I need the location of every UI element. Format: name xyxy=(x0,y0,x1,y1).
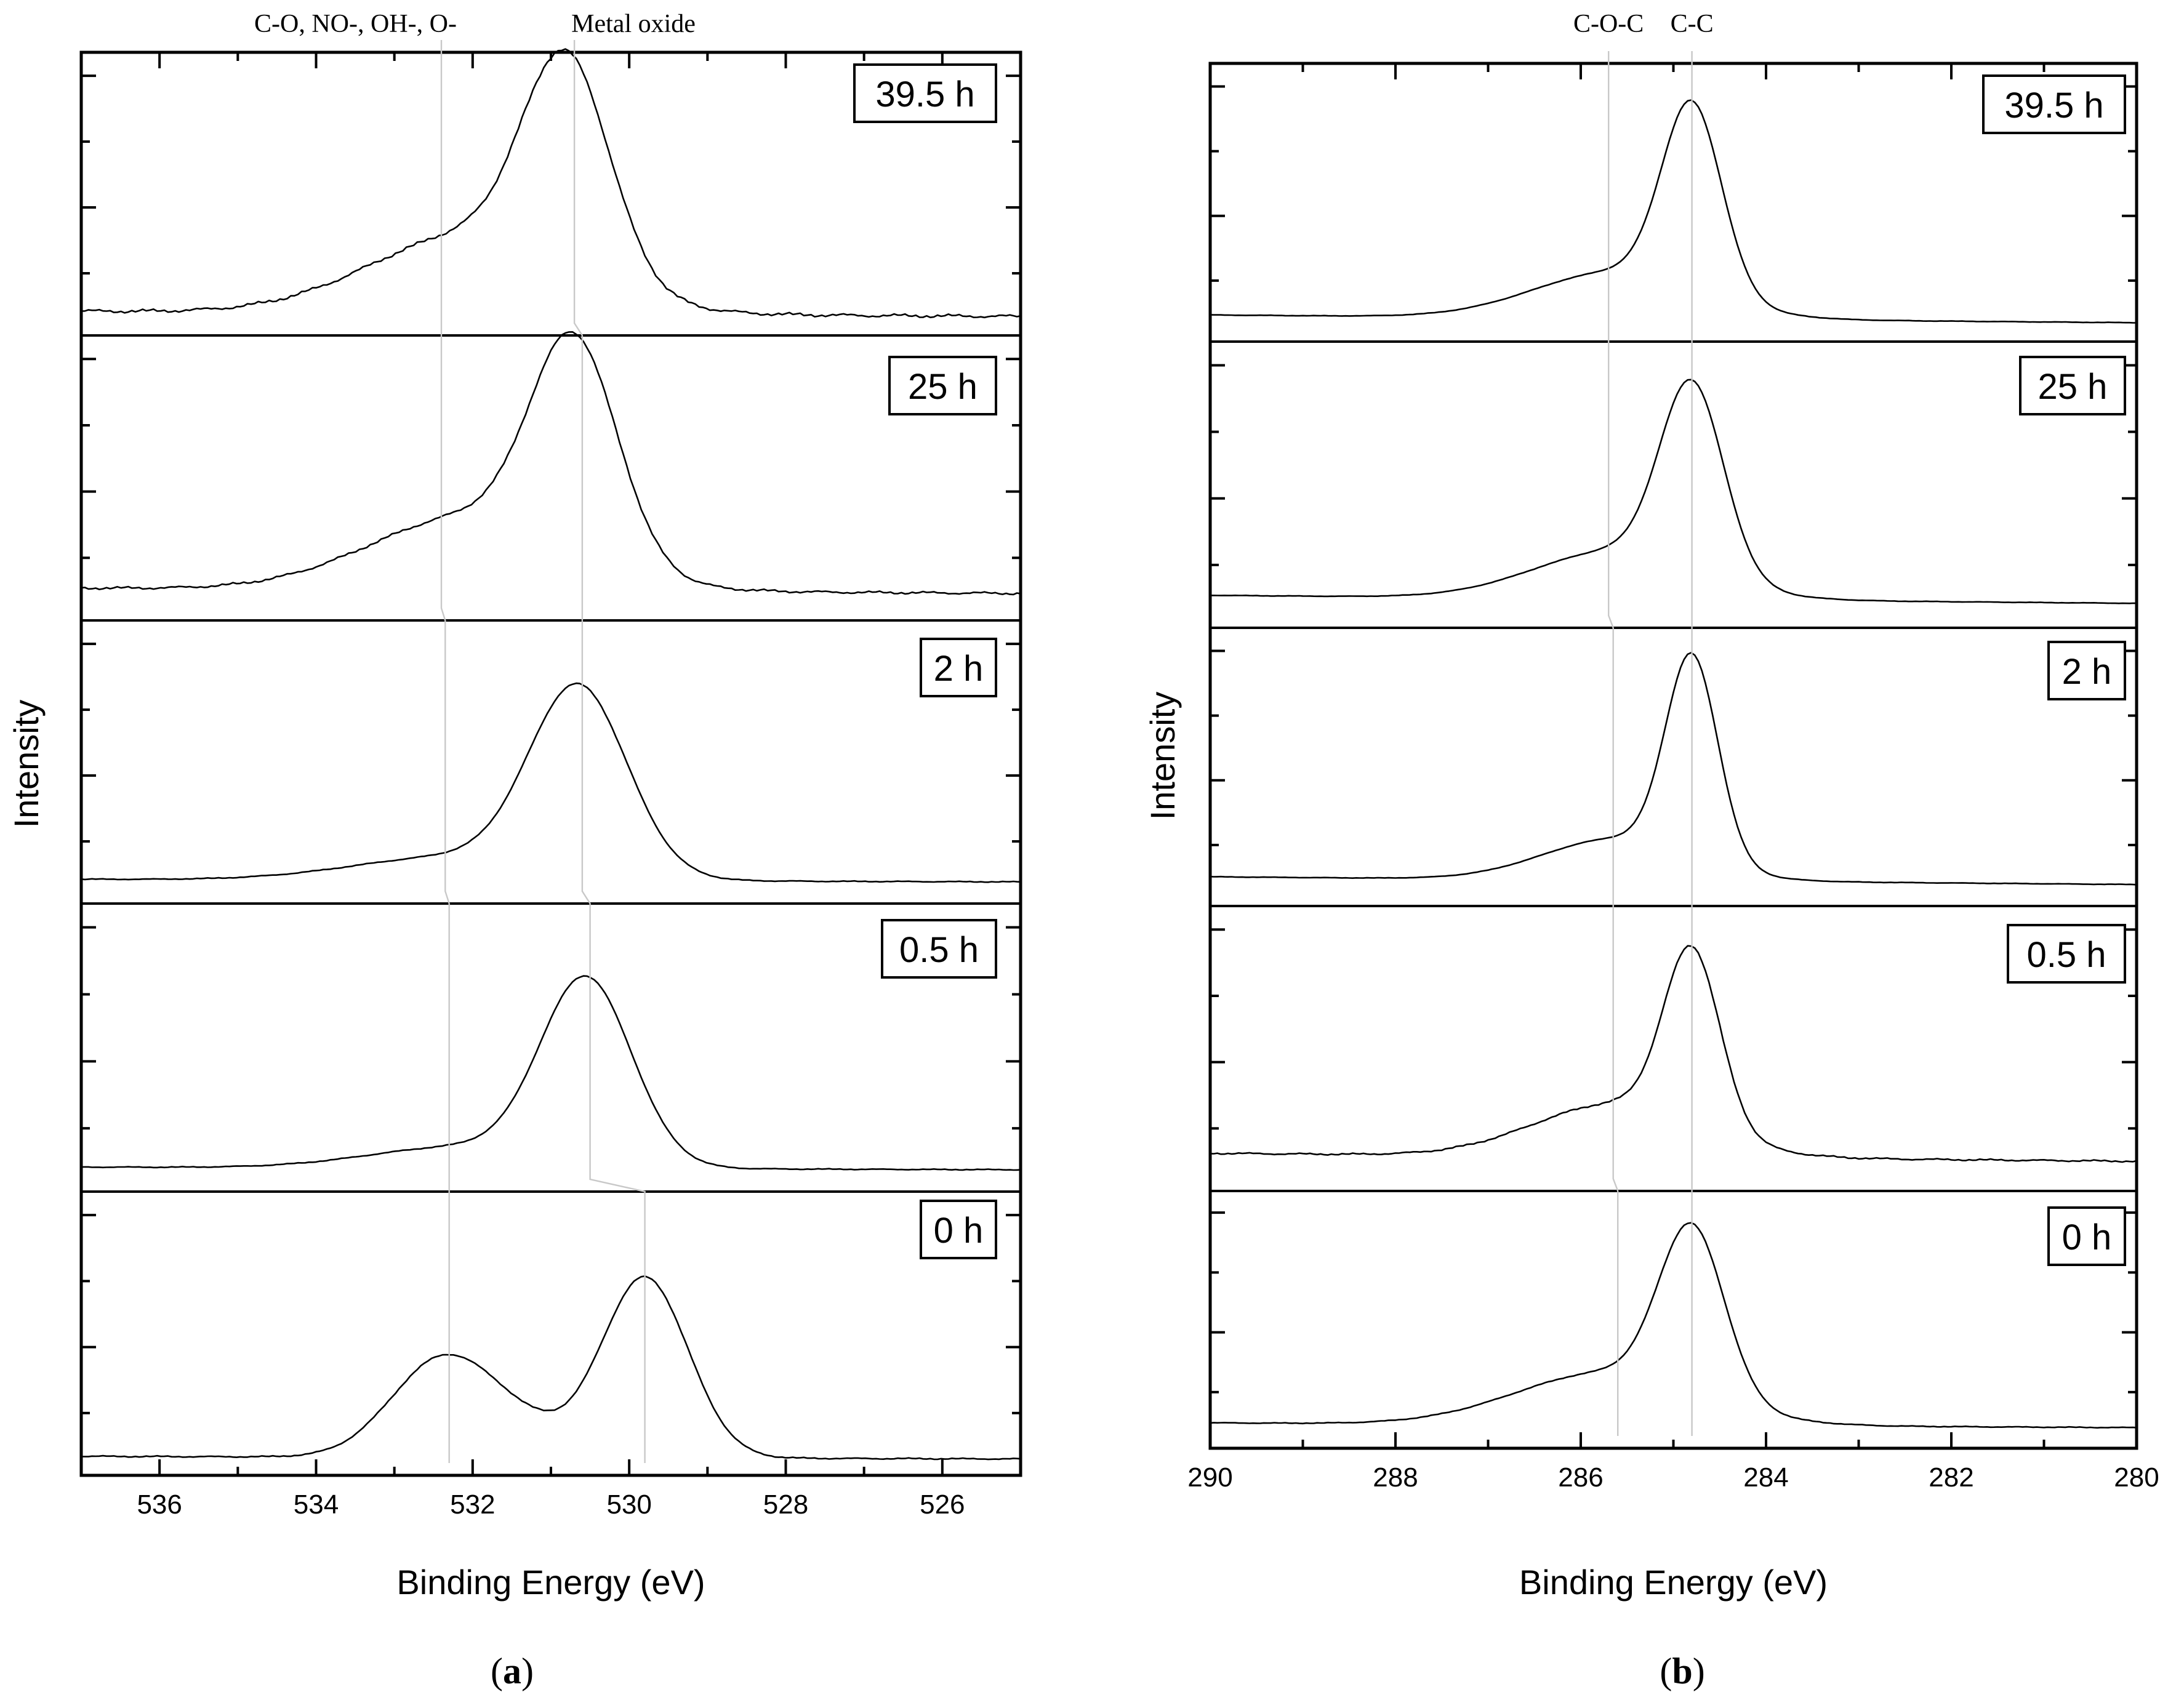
spectrum-line xyxy=(81,975,1021,1171)
series-label: 0.5 h xyxy=(899,930,979,970)
x-tick-label: 282 xyxy=(1929,1462,1973,1493)
x-axis-title: Binding Energy (eV) xyxy=(396,1563,705,1602)
x-tick-label: 536 xyxy=(137,1489,182,1520)
plot-frame xyxy=(79,50,1022,1477)
peak-guide-line xyxy=(573,40,646,1463)
x-tick-label: 286 xyxy=(1558,1462,1603,1493)
series-label: 25 h xyxy=(908,367,978,407)
spectrum-line xyxy=(1210,379,2137,604)
x-tick-label: 532 xyxy=(450,1489,495,1520)
x-tick-label: 284 xyxy=(1743,1462,1788,1493)
x-tick-label: 290 xyxy=(1187,1462,1232,1493)
peak-label: C-C xyxy=(1671,10,1714,38)
peak-guide-line xyxy=(1608,51,1619,1436)
series-label-box xyxy=(881,919,997,979)
x-tick-label: 528 xyxy=(763,1489,808,1520)
x-axis-title: Binding Energy (eV) xyxy=(1519,1563,1828,1602)
series-label-box xyxy=(920,638,997,697)
x-tick-label: 526 xyxy=(920,1489,965,1520)
series-label: 39.5 h xyxy=(2004,86,2103,126)
series-label: 0 h xyxy=(934,1211,984,1251)
spectrum-line xyxy=(81,331,1021,596)
panel-a-o1s-spectra: 536 534 532 530 528 526 Binding Energy (eV) Int… xyxy=(7,10,1022,1602)
x-tick-label: 280 xyxy=(2114,1462,2159,1493)
series-label: 0.5 h xyxy=(2027,935,2106,975)
caption-b: (b) xyxy=(1660,1651,1704,1691)
series-label-box xyxy=(853,63,997,123)
x-tick-label: 288 xyxy=(1373,1462,1418,1493)
spectrum-line xyxy=(1210,945,2137,1163)
series-label-box xyxy=(2019,356,2126,415)
series-label-box xyxy=(2047,1206,2126,1266)
peak-label: C-O, NO-, OH-, O- xyxy=(254,10,457,38)
series-label: 2 h xyxy=(934,649,984,689)
x-tick-label: 534 xyxy=(294,1489,339,1520)
spectrum-line xyxy=(1210,1222,2137,1429)
series-label: 25 h xyxy=(2038,367,2108,407)
panel-b-c1s-spectra: 290 288 286 284 282 280 Binding Energy (eV) Int… xyxy=(1143,10,2159,1602)
series-label: 2 h xyxy=(2062,652,2112,692)
series-label-box xyxy=(2047,641,2126,700)
spectrum-line xyxy=(81,682,1021,883)
spectrum-line xyxy=(1210,652,2137,886)
x-tick-label: 530 xyxy=(606,1489,651,1520)
peak-label: C-O-C xyxy=(1573,10,1644,38)
series-label-box xyxy=(888,356,997,415)
y-axis-title: Intensity xyxy=(1143,692,1182,820)
spectrum-line xyxy=(81,48,1021,319)
spectrum-line xyxy=(81,1275,1021,1461)
series-label: 39.5 h xyxy=(875,74,974,114)
peak-label: Metal oxide xyxy=(571,10,696,38)
series-label-box xyxy=(920,1200,997,1259)
y-axis-title: Intensity xyxy=(7,700,46,828)
series-label: 0 h xyxy=(2062,1217,2112,1257)
peak-guide-line xyxy=(440,40,450,1463)
spectrum-line xyxy=(1210,99,2137,324)
caption-a: (a) xyxy=(491,1651,534,1691)
series-label-box xyxy=(1982,74,2126,134)
series-label-box xyxy=(2007,924,2126,984)
